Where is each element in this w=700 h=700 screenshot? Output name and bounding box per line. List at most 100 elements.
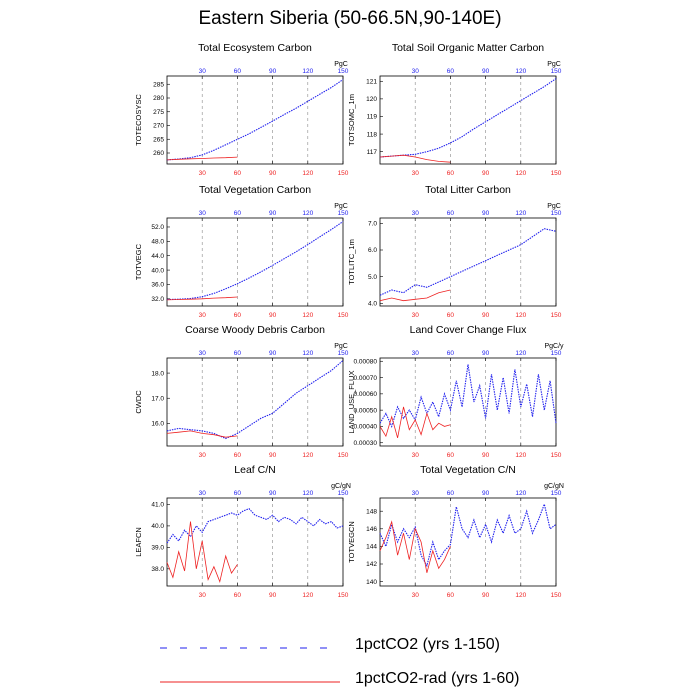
y-tick-label: 32.0 [151,296,164,303]
y-tick-label: 18.0 [151,370,164,377]
x-tick-label: 30 [412,170,420,177]
x-tick-label: 120 [302,592,313,599]
legend-sample-solid [160,681,340,683]
y-tick-label: 275 [153,109,164,116]
x-tick-label: 90 [482,170,490,177]
y-tick-label: 285 [153,81,164,88]
panel-4: Total Litter Carbon PgC 30 30 60 60 90 90 120 120… [347,184,562,319]
y-axis-label: TOTLITC_1m [347,239,356,285]
x-tick-label: 30 [199,592,207,599]
x-tick-label: 90 [269,452,277,459]
series-line-1pctco2-rad [379,406,451,439]
panel-title: Total Ecosystem Carbon [198,42,312,54]
legend-sample-dashed [160,647,340,649]
y-axis-label: CWDC [134,390,143,414]
x-tick-label: 120 [515,592,526,599]
x-tick-label: 90 [482,312,490,319]
x-tick-label-top: 60 [234,68,242,75]
series-line-1pctco2-rad [379,154,451,163]
y-axis-label: TOTVEGC [134,243,143,280]
panel-title: Coarse Woody Debris Carbon [185,324,325,336]
x-tick-label-top: 150 [338,210,349,217]
y-tick-label: 4.0 [368,301,377,308]
x-tick-label-top: 120 [302,350,313,357]
x-tick-label: 90 [482,592,490,599]
y-tick-label: 44.0 [151,253,164,260]
x-tick-label-top: 150 [551,350,562,357]
x-tick-label: 120 [515,452,526,459]
y-tick-label: 36.0 [151,282,164,289]
y-tick-label: 118 [367,131,378,138]
x-tick-label-top: 120 [515,490,526,497]
panel-title: Leaf C/N [234,464,275,476]
y-tick-label: 280 [153,95,164,102]
y-tick-label: 148 [366,508,377,515]
x-tick-label-top: 90 [269,210,277,217]
x-tick-label-top: 30 [412,68,420,75]
y-tick-label: 40.0 [151,267,164,274]
x-tick-label: 150 [551,312,562,319]
x-tick-label: 120 [515,312,526,319]
panel-1: Total Ecosystem Carbon PgC 30 30 60 60 90 90 120… [134,42,349,177]
x-tick-label: 30 [412,312,420,319]
top-axis-unit: PgC [334,61,348,68]
x-tick-label-top: 90 [482,210,490,217]
x-tick-label-top: 150 [551,210,562,217]
x-tick-label-top: 90 [482,490,490,497]
panel-5: Coarse Woody Debris Carbon PgC 30 30 60 60 90 9… [134,324,349,459]
x-tick-label: 120 [302,452,313,459]
y-tick-label: 120 [366,96,377,103]
y-tick-label: 260 [153,150,164,157]
y-tick-label: 270 [153,123,164,130]
y-tick-label: 0.00050 [354,407,378,414]
x-tick-label-top: 90 [482,68,490,75]
y-tick-label: 140 [366,579,377,586]
plot-frame [166,357,344,447]
y-tick-label: 48.0 [151,239,164,246]
top-axis-unit: gC/gN [544,483,564,490]
x-tick-label-top: 90 [482,350,490,357]
y-tick-label: 0.00080 [354,358,378,365]
x-tick-label: 90 [269,592,277,599]
x-tick-label-top: 120 [302,490,313,497]
x-tick-label-top: 120 [515,68,526,75]
series-line-1pctco2 [166,221,344,301]
x-tick-label: 90 [269,312,277,319]
top-axis-unit: PgC [334,203,348,210]
series-line-1pctco2 [379,502,557,568]
series-line-1pctco2 [379,78,557,158]
y-tick-label: 41.0 [151,502,164,509]
x-tick-label-top: 120 [302,68,313,75]
panel-title: Total Vegetation Carbon [199,184,311,196]
series-line-1pctco2 [379,228,557,296]
x-tick-label: 60 [447,312,455,319]
x-tick-label-top: 120 [515,210,526,217]
x-tick-label: 30 [412,452,420,459]
panel-3: Total Vegetation Carbon PgC 30 30 60 60 90 90 12… [134,184,349,319]
y-tick-label: 0.00070 [354,375,378,382]
series-line-1pctco2 [166,360,344,440]
panel-8: Total Vegetation C/N gC/gN 30 30 60 60 90 90 120… [347,464,564,599]
x-tick-label-top: 30 [199,68,207,75]
y-tick-label: 146 [366,526,377,533]
plot-frame [166,497,344,587]
top-axis-unit: PgC [547,203,561,210]
x-tick-label: 60 [234,452,242,459]
y-tick-label: 7.0 [368,221,377,228]
x-tick-label-top: 120 [302,210,313,217]
x-tick-label-top: 150 [551,68,562,75]
panel-title: Total Litter Carbon [425,184,511,196]
top-axis-unit: gC/gN [331,483,351,490]
x-tick-label-top: 60 [447,68,455,75]
panel-7: Leaf C/N gC/gN 30 30 60 60 90 90 120 120 150 150 38.… [134,464,351,599]
y-tick-label: 39.0 [151,545,164,552]
panel-title: Total Vegetation C/N [420,464,516,476]
figure-title: Eastern Siberia (50-66.5N,90-140E) [198,8,502,29]
x-tick-label-top: 30 [199,210,207,217]
y-tick-label: 17.0 [151,395,164,402]
series-line-1pctco2 [166,79,344,161]
x-tick-label: 90 [269,170,277,177]
x-tick-label: 150 [338,312,349,319]
